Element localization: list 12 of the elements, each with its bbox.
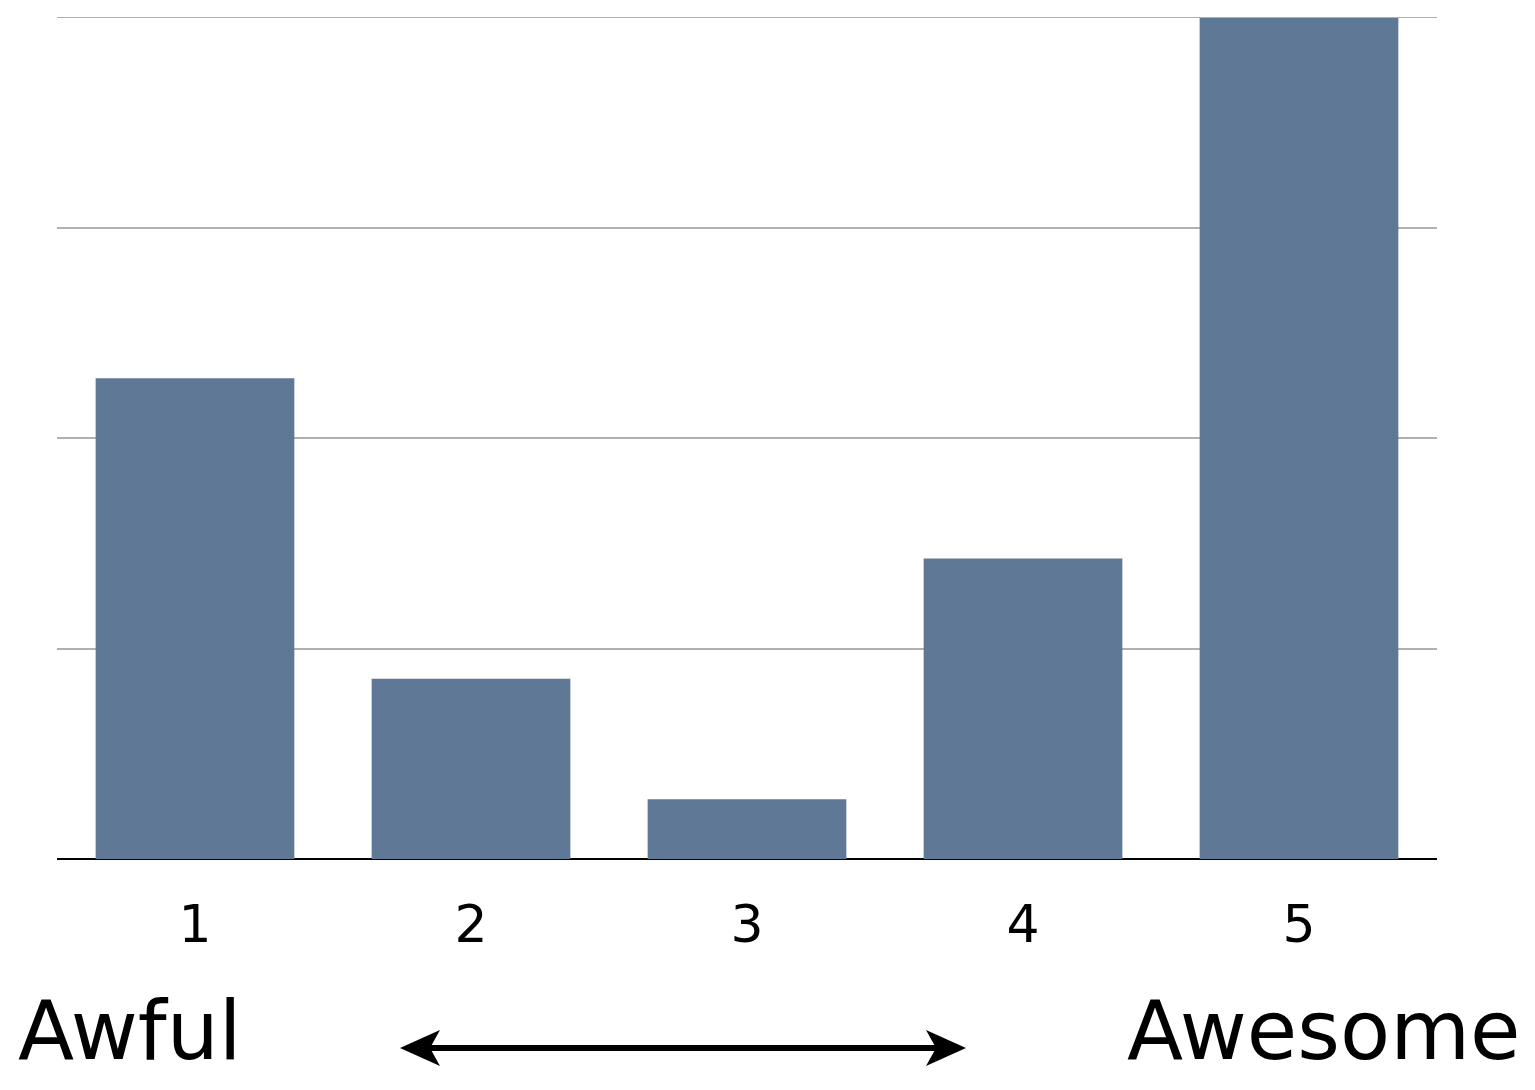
text: Awesome xyxy=(1127,983,1521,1078)
bar xyxy=(923,558,1123,859)
bar xyxy=(371,678,571,859)
bar xyxy=(95,378,295,859)
x-tick-label: 5 xyxy=(1282,894,1316,954)
text: Awful xyxy=(18,983,242,1078)
bar xyxy=(1199,17,1399,859)
x-tick-label: 4 xyxy=(1006,894,1040,954)
bar xyxy=(647,799,847,859)
x-tick-label: 1 xyxy=(178,894,212,954)
x-tick-label: 3 xyxy=(730,894,764,954)
x-tick-label: 2 xyxy=(454,894,488,954)
